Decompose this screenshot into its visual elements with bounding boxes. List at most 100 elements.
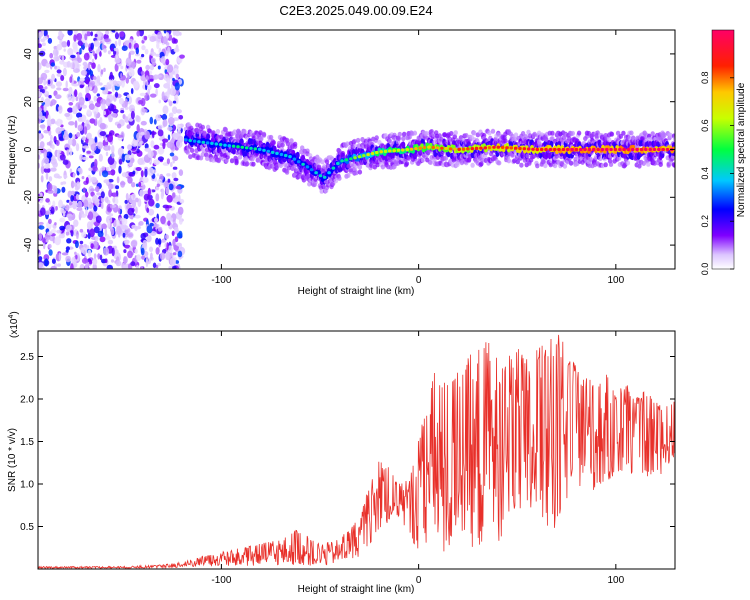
colorbar-ticks: 0.0 0.2 0.4 0.6 0.8 [700,72,734,275]
snr-scale-factor: (x104) [8,311,20,338]
spectrogram-cell [405,148,410,152]
spectrogram-cell [85,207,88,217]
spectrogram-cell [188,138,192,143]
spectrogram-cell [420,157,426,163]
spectrogram-cell [174,226,179,233]
spectrogram-cell [317,170,321,175]
spectrogram-cell [127,228,131,234]
colorbar-tick-label: 0.2 [700,215,710,228]
spectrogram-cell [87,228,90,233]
spectrogram-cell [48,218,52,225]
spectrogram-cell [74,185,79,191]
spectrogram-cell [60,75,65,81]
spectrogram-cell [163,30,167,34]
spectrogram-cell [413,152,418,158]
spectrogram-cell [216,157,221,163]
spectrogram-cell [59,154,66,161]
spectrogram-cell [99,223,103,232]
spectrogram-cell [62,133,70,141]
spectrogram-cell [45,239,49,243]
spectrogram-cell [150,140,155,148]
spectrogram-cell [126,124,131,129]
spectrogram-cell [322,175,327,179]
spectrogram-cell [200,152,205,158]
spectrogram-cell [88,167,93,172]
snr-frame [37,330,676,570]
spectrogram-cell [156,183,160,188]
spectrogram-cell [658,162,663,167]
spectrogram-cell [105,151,109,157]
spectrogram-cell [47,182,53,192]
spectrogram-cell [124,154,132,161]
spectrogram-cell [568,160,574,166]
spectrogram-cell [130,61,136,70]
spectrogram-cell [188,154,193,160]
spectrogram-cell [108,183,113,191]
spectrogram-cell [80,69,88,76]
spectrogram-cell [97,141,103,150]
spectrogram-cell [510,133,515,139]
spectrogram-cell [50,229,57,233]
spectrogram-cell [59,217,66,223]
spectrogram-cell [672,136,675,142]
spectrogram-cell [81,257,89,264]
spectrogram-cell [321,184,326,190]
spectrogram-cell [77,116,83,122]
spectrogram-cell [69,168,73,174]
spectrogram-cell [38,133,42,141]
spectrogram-cell [74,89,78,97]
spectrogram-cell [362,154,366,158]
spectrogram-cell [136,124,140,133]
spectrogram-cell [38,225,45,230]
spectrogram-cell [401,141,406,149]
spectrogram-cell [95,49,100,56]
spectrogram-cell [93,95,98,102]
spectrogram-cell [56,87,62,91]
spectrogram-cell [396,148,401,152]
spectrogram-cell [201,140,206,144]
spectrogram-cell [176,65,179,69]
spectrogram-cell [75,143,80,152]
x-tick-label: 0 [416,275,422,286]
spectrogram-cell [138,100,144,105]
spectrogram-cell [178,115,184,120]
spectrogram-cell [44,258,49,267]
spectrogram-cell [50,140,53,144]
spectrogram-cell [366,153,370,157]
spectrogram-cell [78,96,85,106]
spectrogram-cell [525,153,530,159]
spectrogram-cell [86,150,91,154]
spectrogram-cell [548,147,553,152]
spectrogram-cell [76,112,83,118]
spectrogram-cell [300,145,305,151]
spectrogram-cell [69,76,73,83]
spectrogram-cell [131,199,137,209]
colorbar-tick-label: 0.6 [700,119,710,132]
spectrogram-cell [94,158,98,168]
spectrogram-cell [48,94,52,99]
spectrogram-cell [159,252,166,260]
spectrogram-cell [127,207,134,216]
spectrogram-cell [392,149,397,153]
spectrogram-cell [79,84,84,89]
spectrogram-cell [171,230,175,237]
spectrogram-cell [95,102,101,108]
spectrogram-cell [115,185,120,190]
spectrogram-cell [414,147,418,151]
spectrogram-cell [337,175,342,181]
spectrogram-cell [72,172,76,179]
spectrogram-cell [175,260,180,264]
spectrogram-cell [44,86,48,90]
spectrogram-cell [101,43,105,50]
spectrogram-cell [140,70,145,76]
spectrogram-cell [380,164,386,170]
spectrogram-cell [87,249,92,257]
spectrogram-cell [520,131,526,136]
spectrogram-cell [443,155,449,161]
spectrogram-cell [40,96,45,104]
spectrogram-cell [140,131,145,135]
spectrogram-cell [119,31,125,38]
spectrogram-cell [111,85,115,92]
spectrogram-cell [125,57,131,67]
spectrogram-cell [65,231,70,236]
